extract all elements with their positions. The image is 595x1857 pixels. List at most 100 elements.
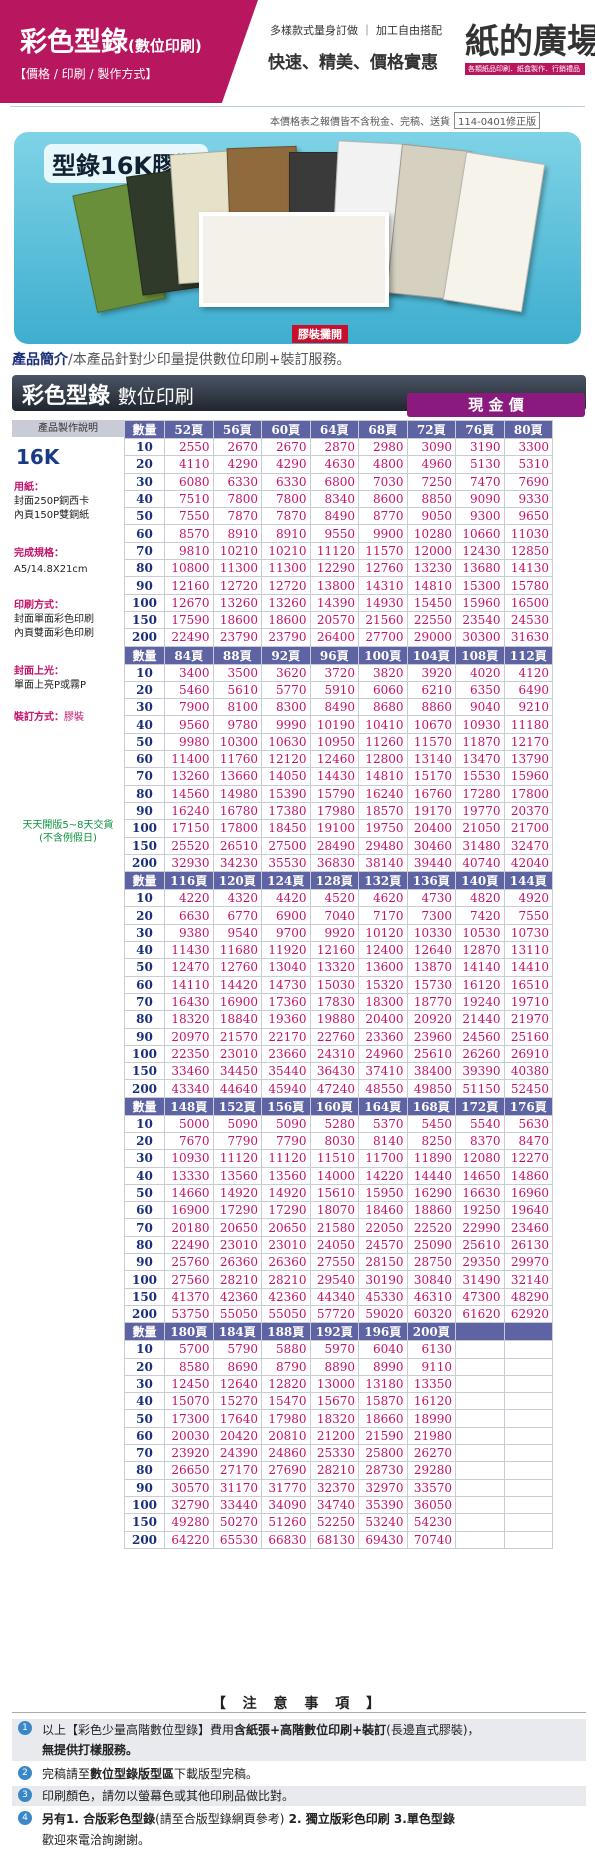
quantity-cell: 150: [124, 1062, 165, 1081]
price-cell: 18300: [358, 992, 408, 1012]
price-cell: [503, 1444, 553, 1463]
price-cell: 21200: [309, 1426, 359, 1446]
price-cell: 9330: [503, 489, 553, 509]
price-cell: 5880: [261, 1340, 311, 1359]
table-row: 150 25520 26510 27500 28490 29480 30460 31480 32…: [124, 836, 553, 855]
quantity-cell: 60: [124, 1201, 165, 1220]
price-cell: 10120: [358, 923, 408, 943]
price-cell: 7030: [358, 472, 408, 491]
price-cell: 18600: [212, 610, 262, 630]
table-row: 20 8580 8690 8790 8890 8990 9110: [124, 1357, 553, 1376]
price-cell: 36430: [309, 1062, 359, 1081]
price-cell: 14140: [455, 958, 505, 977]
page-count-header-row: 數量 180頁 184頁 188頁 192頁 196頁 200頁: [124, 1322, 553, 1342]
price-cell: 14930: [358, 593, 408, 612]
page-count-header: 60頁: [261, 420, 311, 439]
price-cell: 6080: [164, 472, 214, 491]
price-cell: 15790: [309, 784, 359, 803]
logo-text: 紙的廣場: [465, 22, 595, 62]
number-4-icon: 4: [18, 1811, 32, 1825]
page-count-header: 196頁: [358, 1322, 408, 1342]
price-cell: 35390: [358, 1495, 408, 1515]
price-cell: 17150: [164, 819, 214, 838]
price-cell: 8250: [406, 1131, 456, 1151]
price-cell: 14430: [309, 767, 359, 786]
price-cell: [455, 1374, 505, 1394]
page-count-header: 76頁: [455, 420, 505, 439]
table-row: 10 2550 2670 2670 2870 2980 3090 3190 3300: [124, 437, 553, 457]
table-row: 50 14660 14920 14920 15610 15950 16290 16630 169…: [124, 1183, 553, 1203]
price-cell: 40380: [503, 1062, 553, 1081]
price-cell: 13660: [212, 767, 262, 786]
quantity-cell: 200: [124, 1304, 165, 1324]
price-cell: 11510: [309, 1149, 359, 1168]
price-cell: 30840: [406, 1270, 456, 1289]
price-cell: 5130: [455, 455, 505, 474]
price-cell: 16960: [503, 1183, 553, 1203]
price-cell: 10950: [309, 732, 359, 752]
price-cell: 59020: [358, 1304, 408, 1324]
price-cell: 5910: [309, 680, 359, 700]
quantity-cell: 70: [124, 1218, 165, 1237]
price-cell: 29480: [358, 836, 408, 855]
spec-coat-value: 單面上亮P或霧P: [14, 680, 87, 691]
price-cell: 42360: [261, 1287, 311, 1306]
page-subtitle: 【價格 / 印刷 / 製作方式】: [14, 67, 158, 81]
table-row: 150 49280 50270 51260 52250 53240 54230: [124, 1513, 553, 1532]
price-cell: 15950: [358, 1183, 408, 1203]
price-cell: 11680: [212, 941, 262, 960]
price-cell: 8860: [406, 698, 456, 717]
price-cell: 29280: [406, 1461, 456, 1480]
price-cell: 20920: [406, 1010, 456, 1029]
combined-catalog-link[interactable]: 1. 合版彩色型錄: [66, 1812, 156, 1826]
spec-finish-value: A5/14.8X21cm: [14, 564, 88, 575]
price-cell: 7870: [212, 507, 262, 526]
spec-paper-2: 內頁150P雙銅紙: [14, 510, 90, 521]
price-cell: 19100: [309, 819, 359, 838]
template-link[interactable]: 數位型錄版型區: [90, 1767, 175, 1781]
price-cell: 55050: [212, 1304, 262, 1324]
price-cell: 10530: [455, 923, 505, 943]
brand-logo[interactable]: 紙的廣場 各類紙品印刷．紙盒製作．行銷禮品: [465, 14, 595, 84]
price-cell: 11890: [406, 1149, 456, 1168]
price-cell: 7800: [212, 489, 262, 509]
table-row: 100 17150 17800 18450 19100 19750 20400 21050 21…: [124, 819, 553, 838]
price-cell: 15390: [261, 784, 311, 803]
price-cell: 15270: [212, 1392, 262, 1411]
price-cell: 55050: [261, 1304, 311, 1324]
price-cell: 25520: [164, 836, 214, 855]
quantity-cell: 90: [124, 576, 165, 595]
price-cell: 38400: [406, 1062, 456, 1081]
price-cell: 10410: [358, 715, 408, 734]
price-cell: 52450: [503, 1079, 553, 1098]
price-cell: 13180: [358, 1374, 408, 1394]
price-cell: 16900: [212, 992, 262, 1012]
price-cell: 27500: [261, 836, 311, 855]
price-cell: 4110: [164, 455, 214, 474]
page-count-header: 52頁: [164, 420, 214, 439]
price-cell: 25800: [358, 1444, 408, 1463]
page-count-header: 164頁: [358, 1096, 408, 1116]
price-cell: 30300: [455, 628, 505, 647]
table-row: 150 41370 42360 42360 44340 45330 46310 47300 48…: [124, 1287, 553, 1306]
price-cell: 17380: [261, 801, 311, 821]
price-cell: 47300: [455, 1287, 505, 1306]
price-cell: 6210: [406, 680, 456, 700]
page-count-header: 92頁: [261, 645, 311, 665]
price-cell: [455, 1357, 505, 1376]
price-cell: 7690: [503, 472, 553, 491]
table-row: 90 20970 21570 22170 22760 23360 23960 24560 251…: [124, 1027, 553, 1046]
product-intro: 產品簡介/本產品針對少印量提供數位印刷+裝訂服務。: [12, 349, 350, 369]
price-cell: 2550: [164, 437, 214, 457]
price-cell: 21580: [309, 1218, 359, 1237]
price-cell: 60320: [406, 1304, 456, 1324]
quantity-cell: 50: [124, 732, 165, 752]
price-cell: 26510: [212, 836, 262, 855]
table-row: 20 4110 4290 4290 4630 4800 4960 5130 5310: [124, 455, 553, 474]
version-badge: 114-0401修正版: [454, 112, 541, 129]
header: 彩色型錄(數位印刷) 【價格 / 印刷 / 製作方式】 多樣款式量身訂做 ｜ 加…: [0, 0, 595, 103]
page-title-suffix: (數位印刷): [128, 37, 202, 55]
price-cell: 10630: [261, 732, 311, 752]
price-cell: 11120: [309, 541, 359, 561]
price-cell: 9650: [503, 507, 553, 526]
